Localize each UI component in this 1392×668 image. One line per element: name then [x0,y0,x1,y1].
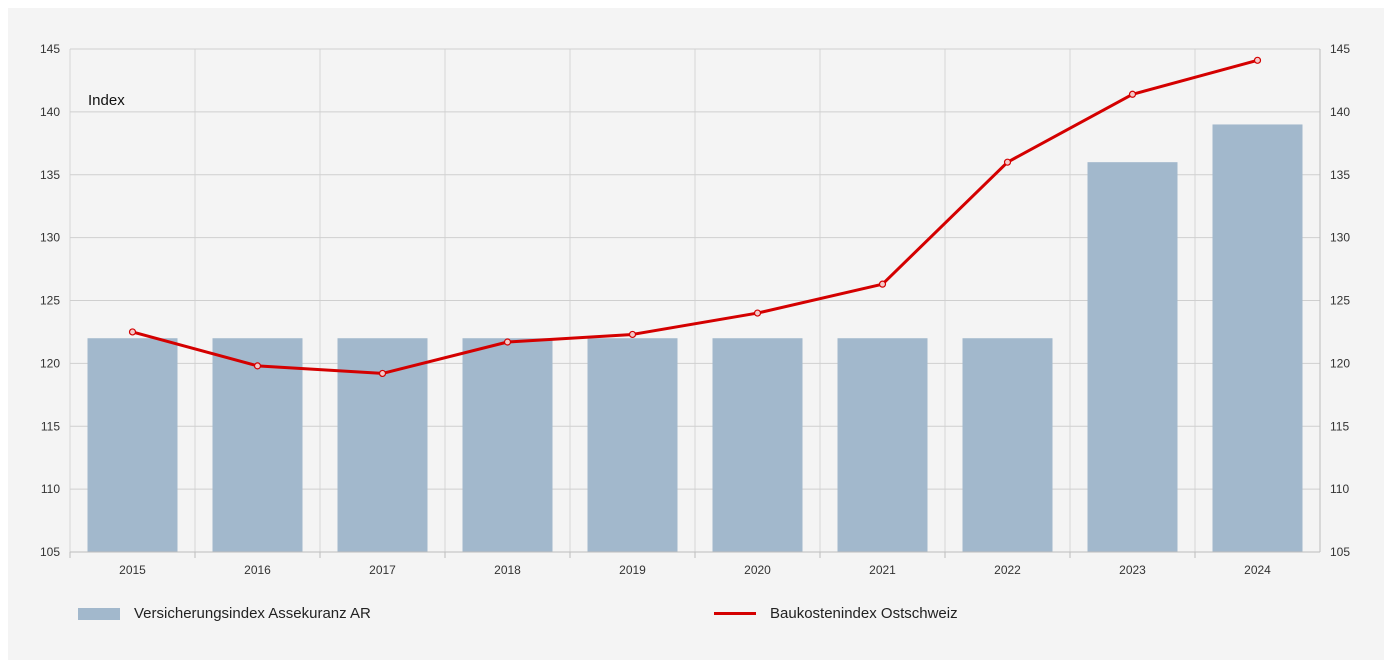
line-point [128,328,137,336]
y-tick-label-right: 140 [1330,105,1350,119]
chart: 105 110 115 120 125 130 135 140 145 105 110 115 120 1… [40,42,1350,577]
line-point [878,280,887,288]
bar [212,338,303,552]
y-tick-label-right: 145 [1330,42,1350,56]
y-tick-label-left: 125 [40,294,60,308]
bar [87,338,178,552]
legend-label-bar: Versicherungsindex Assekuranz AR [134,605,371,622]
x-tick-label: 2024 [1244,563,1271,577]
y-tick-label-left: 130 [40,231,60,245]
y-tick-label-right: 115 [1330,419,1349,433]
x-tick-label: 2023 [1119,563,1146,577]
legend-item-line: Baukostenindex Ostschweiz [714,605,958,622]
line-point [1253,56,1262,64]
y-tick-label-left: 135 [40,168,60,182]
line-series [132,58,1258,375]
bar [587,338,678,552]
bar [1212,124,1303,552]
y-tick-label-left: 145 [40,42,60,56]
y-tick-label-left: 140 [40,105,60,119]
legend-swatch-bar [78,607,120,620]
line-point [753,309,762,317]
line-point [1128,90,1137,98]
legend-swatch-line [714,612,756,615]
bar [837,338,928,552]
chart-panel: 105 110 115 120 125 130 135 140 145 105 110 115 120 1… [8,8,1384,660]
bar [1087,162,1178,553]
bar [962,338,1053,552]
line-point [503,338,512,346]
bar [462,338,553,552]
x-tick-label: 2016 [244,563,271,577]
y-tick-label-right: 130 [1330,231,1350,245]
y-tick-label-left: 110 [41,482,60,496]
x-tick-label: 2018 [494,563,521,577]
x-tick-label: 2022 [994,563,1021,577]
legend-label-line: Baukostenindex Ostschweiz [770,605,958,622]
line-point [1003,158,1012,166]
x-tick-label: 2017 [369,563,396,577]
y-tick-label-right: 135 [1330,168,1350,182]
line-point [378,369,387,378]
y-tick-label-right: 110 [1330,482,1349,496]
x-tick-label: 2021 [869,563,896,577]
bar [712,338,803,552]
y-tick-label-left: 105 [40,545,60,559]
x-tick-label: 2015 [119,563,146,577]
x-tick-label: 2019 [619,563,646,577]
y-tick-label-right: 105 [1330,545,1350,559]
y-tick-label-right: 125 [1330,294,1350,308]
line-point [628,330,637,339]
legend-item-bar: Versicherungsindex Assekuranz AR [78,605,371,622]
y-tick-label-right: 120 [1330,356,1350,370]
line-point [253,362,262,370]
y-tick-label-left: 120 [40,356,60,370]
y-tick-label-left: 115 [41,419,60,433]
y-axis-label: Index [88,92,125,109]
x-tick-label: 2020 [744,563,771,577]
